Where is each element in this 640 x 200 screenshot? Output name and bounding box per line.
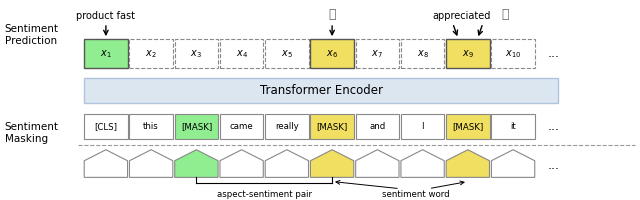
Text: Sentiment
Prediction: Sentiment Prediction bbox=[4, 24, 59, 46]
Text: 🙂: 🙂 bbox=[502, 8, 509, 21]
Polygon shape bbox=[356, 150, 399, 177]
Text: [MASK]: [MASK] bbox=[317, 122, 348, 131]
FancyBboxPatch shape bbox=[175, 114, 218, 139]
Text: [CLS]: [CLS] bbox=[94, 122, 117, 131]
Text: sentiment word: sentiment word bbox=[382, 190, 450, 199]
Polygon shape bbox=[446, 150, 490, 177]
Text: $x_8$: $x_8$ bbox=[417, 48, 429, 60]
Polygon shape bbox=[401, 150, 444, 177]
Text: and: and bbox=[369, 122, 385, 131]
Text: ...: ... bbox=[548, 120, 560, 133]
FancyBboxPatch shape bbox=[220, 114, 263, 139]
FancyBboxPatch shape bbox=[401, 39, 444, 68]
Text: 🙂: 🙂 bbox=[328, 8, 336, 21]
Text: $x_9$: $x_9$ bbox=[462, 48, 474, 60]
FancyBboxPatch shape bbox=[84, 39, 127, 68]
Text: this: this bbox=[143, 122, 159, 131]
Polygon shape bbox=[175, 150, 218, 177]
Polygon shape bbox=[310, 150, 354, 177]
FancyBboxPatch shape bbox=[129, 39, 173, 68]
Polygon shape bbox=[220, 150, 263, 177]
FancyBboxPatch shape bbox=[356, 39, 399, 68]
FancyBboxPatch shape bbox=[492, 114, 535, 139]
Text: Transformer Encoder: Transformer Encoder bbox=[260, 84, 383, 97]
Text: really: really bbox=[275, 122, 299, 131]
Text: came: came bbox=[230, 122, 253, 131]
Text: $x_3$: $x_3$ bbox=[191, 48, 202, 60]
FancyBboxPatch shape bbox=[220, 39, 263, 68]
Polygon shape bbox=[84, 150, 127, 177]
FancyBboxPatch shape bbox=[446, 114, 490, 139]
Text: $x_7$: $x_7$ bbox=[371, 48, 383, 60]
Text: $x_2$: $x_2$ bbox=[145, 48, 157, 60]
Text: Sentiment
Masking: Sentiment Masking bbox=[4, 122, 59, 144]
Polygon shape bbox=[265, 150, 308, 177]
Text: it: it bbox=[510, 122, 516, 131]
FancyBboxPatch shape bbox=[401, 114, 444, 139]
FancyBboxPatch shape bbox=[265, 39, 308, 68]
Text: $x_{10}$: $x_{10}$ bbox=[505, 48, 521, 60]
Text: $x_6$: $x_6$ bbox=[326, 48, 338, 60]
FancyBboxPatch shape bbox=[492, 39, 535, 68]
Polygon shape bbox=[492, 150, 535, 177]
Text: aspect-sentiment pair: aspect-sentiment pair bbox=[217, 190, 312, 199]
Text: $x_1$: $x_1$ bbox=[100, 48, 112, 60]
Polygon shape bbox=[129, 150, 173, 177]
Text: [MASK]: [MASK] bbox=[180, 122, 212, 131]
Text: I: I bbox=[421, 122, 424, 131]
FancyBboxPatch shape bbox=[129, 114, 173, 139]
Text: [MASK]: [MASK] bbox=[452, 122, 483, 131]
Text: ...: ... bbox=[548, 47, 560, 60]
Text: appreciated: appreciated bbox=[432, 11, 491, 21]
FancyBboxPatch shape bbox=[310, 39, 354, 68]
Text: $x_5$: $x_5$ bbox=[281, 48, 292, 60]
FancyBboxPatch shape bbox=[310, 114, 354, 139]
FancyBboxPatch shape bbox=[446, 39, 490, 68]
Text: ...: ... bbox=[548, 159, 560, 172]
Text: product fast: product fast bbox=[76, 11, 136, 21]
FancyBboxPatch shape bbox=[84, 114, 127, 139]
FancyBboxPatch shape bbox=[356, 114, 399, 139]
FancyBboxPatch shape bbox=[265, 114, 308, 139]
FancyBboxPatch shape bbox=[175, 39, 218, 68]
FancyBboxPatch shape bbox=[84, 78, 558, 103]
Text: $x_4$: $x_4$ bbox=[236, 48, 248, 60]
